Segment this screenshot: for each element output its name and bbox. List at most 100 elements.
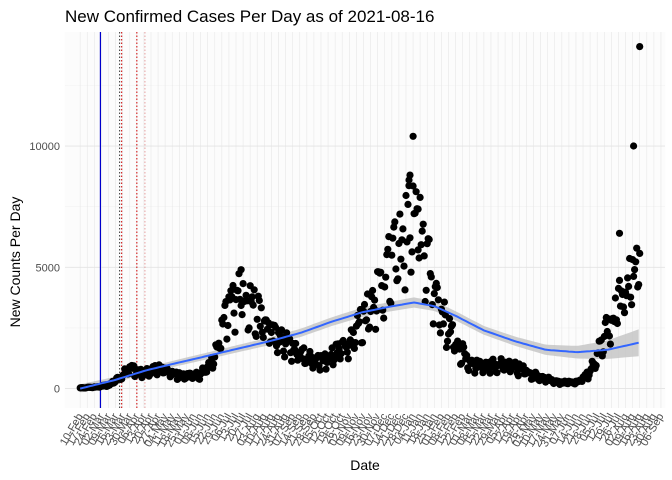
x-axis-ticks: 10-Feb17-Feb24-Feb02-Mar09-Mar16-Mar23-M… (58, 411, 667, 449)
data-point (355, 318, 363, 326)
data-point (237, 266, 245, 274)
data-point (257, 304, 265, 312)
data-point (358, 339, 367, 347)
data-point (633, 244, 641, 252)
data-point (635, 281, 643, 289)
data-point (344, 355, 352, 363)
data-point (420, 252, 428, 260)
data-point (256, 322, 264, 330)
data-point (360, 300, 369, 309)
data-points (76, 43, 644, 392)
data-point (404, 200, 412, 208)
data-point (409, 182, 417, 190)
data-point (267, 328, 275, 337)
data-point (217, 344, 225, 352)
data-point (433, 283, 441, 292)
data-point (203, 368, 211, 376)
data-point (402, 191, 410, 200)
data-point (316, 366, 324, 374)
data-point (253, 315, 261, 323)
data-point (434, 296, 442, 304)
data-point (372, 325, 380, 333)
data-point (418, 227, 426, 235)
data-point (416, 193, 424, 201)
data-point (419, 220, 427, 228)
data-point (439, 320, 447, 328)
data-point (239, 280, 247, 288)
y-tick-label: 5000 (36, 262, 60, 274)
data-point (436, 329, 444, 337)
data-point (409, 132, 417, 140)
data-point (400, 262, 408, 270)
data-point (445, 315, 454, 323)
data-point (425, 235, 433, 244)
data-point (624, 274, 632, 282)
data-point (337, 350, 345, 358)
data-point (401, 286, 409, 294)
data-point (259, 333, 267, 341)
data-point (391, 218, 399, 226)
y-axis-ticks: 0 5000 10000 (29, 141, 60, 396)
data-point (514, 372, 522, 380)
data-point (223, 335, 231, 343)
chart-title: New Confirmed Cases Per Day as of 2021-0… (65, 7, 434, 26)
data-point (255, 296, 263, 305)
data-point (384, 245, 392, 253)
data-point (309, 364, 317, 372)
data-point (406, 234, 414, 242)
data-point (283, 329, 291, 337)
data-point (628, 301, 636, 309)
smooth-trend-line (79, 301, 639, 390)
data-point (388, 251, 396, 259)
data-point (252, 332, 260, 340)
data-point (592, 361, 600, 370)
y-axis-title: New Counts Per Day (7, 197, 23, 328)
data-point (429, 320, 437, 328)
data-point (632, 258, 640, 266)
data-point (371, 296, 379, 304)
data-point (430, 290, 438, 298)
data-point (271, 323, 280, 331)
data-point (636, 249, 644, 257)
smooth-line (79, 301, 639, 390)
data-point (238, 311, 246, 319)
data-point (606, 340, 615, 348)
data-point (248, 293, 256, 301)
data-point (422, 286, 430, 294)
data-point (631, 266, 639, 274)
data-point (636, 43, 644, 51)
data-point (381, 283, 389, 291)
data-point (230, 309, 238, 317)
data-point (229, 281, 237, 290)
data-point (406, 171, 414, 179)
y-tick-label: 0 (54, 384, 60, 396)
data-point (408, 248, 416, 256)
data-point (392, 265, 400, 273)
data-point (245, 324, 253, 332)
y-tick-label: 10000 (29, 141, 60, 153)
data-point (210, 360, 218, 368)
data-point (377, 268, 385, 276)
data-point (351, 339, 359, 347)
data-point (242, 291, 250, 299)
data-point (382, 273, 390, 281)
data-point (389, 234, 397, 242)
data-point (394, 275, 402, 283)
data-point (620, 309, 629, 317)
data-point (231, 328, 239, 336)
data-point (234, 287, 242, 295)
data-point (448, 321, 457, 329)
data-point (249, 301, 257, 309)
data-point (613, 319, 622, 328)
data-point (417, 241, 425, 249)
data-point (288, 357, 296, 365)
data-point (619, 303, 628, 311)
data-point (407, 268, 415, 276)
data-point (630, 142, 638, 150)
data-point (615, 276, 624, 284)
data-point (369, 286, 377, 295)
data-point (366, 323, 374, 331)
data-point (440, 298, 448, 306)
data-point (465, 366, 473, 375)
